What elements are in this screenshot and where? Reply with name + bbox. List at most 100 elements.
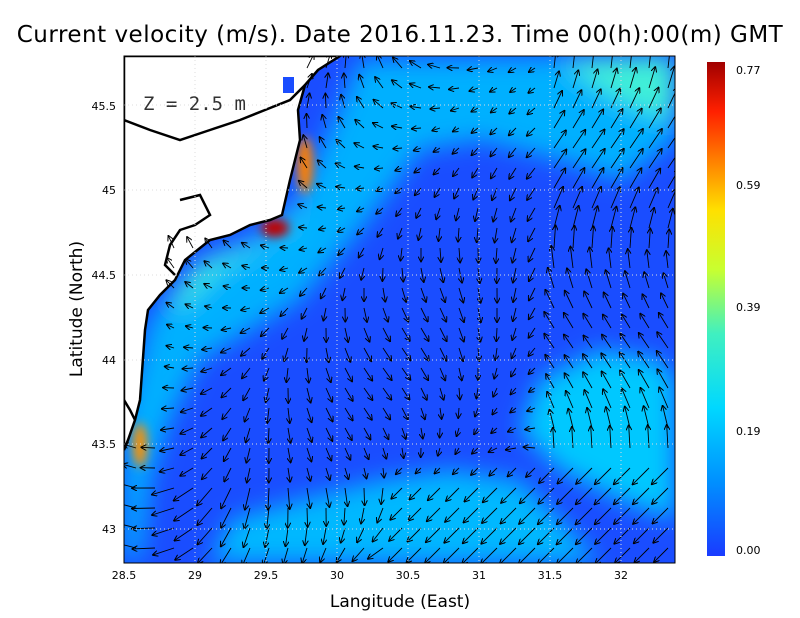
land-marker	[283, 77, 294, 93]
current-arrow	[456, 207, 459, 220]
current-arrow	[267, 407, 269, 423]
colorbar-tick-label: 0.39	[736, 301, 761, 314]
current-arrow	[241, 308, 251, 310]
current-arrow	[558, 467, 574, 484]
current-arrow	[201, 387, 213, 394]
current-arrow	[299, 181, 308, 189]
current-arrow	[652, 487, 669, 504]
y-axis: 45.5 45 44.5 44 43.5 43	[92, 100, 117, 536]
current-arrow	[609, 248, 611, 269]
current-arrow	[359, 247, 365, 257]
current-arrow	[435, 467, 441, 473]
current-arrow	[373, 527, 384, 542]
current-arrow	[345, 487, 348, 506]
current-arrow	[300, 287, 308, 296]
current-arrow	[357, 208, 365, 211]
x-tick-label: 29.5	[254, 569, 279, 582]
current-arrow	[610, 129, 624, 149]
current-arrow	[468, 68, 479, 70]
current-arrow	[520, 487, 536, 503]
current-arrow	[198, 547, 213, 563]
y-axis-label: Latitude (North)	[67, 241, 87, 377]
current-arrow	[629, 68, 636, 89]
current-arrow	[283, 547, 289, 563]
current-arrow	[519, 527, 536, 544]
current-arrow	[421, 427, 423, 438]
current-arrow	[245, 407, 251, 422]
current-arrow	[377, 507, 384, 522]
current-arrow	[340, 267, 346, 278]
current-arrow	[446, 487, 460, 501]
current-arrow	[667, 209, 673, 229]
current-arrow	[426, 527, 441, 542]
current-arrow	[629, 88, 639, 109]
y-tick-label: 45.5	[92, 100, 117, 113]
current-arrow	[377, 227, 384, 237]
current-arrow	[576, 507, 593, 524]
current-arrow	[325, 94, 326, 109]
current-arrow	[175, 527, 194, 541]
current-arrow	[338, 247, 346, 255]
current-arrow	[622, 389, 631, 409]
current-arrow	[439, 307, 446, 322]
current-arrow	[337, 547, 346, 562]
current-arrow	[666, 251, 668, 269]
current-arrow	[511, 367, 517, 376]
current-arrow	[373, 146, 384, 148]
current-arrow	[454, 187, 460, 198]
current-arrow	[382, 327, 390, 341]
east-current-band	[520, 350, 675, 520]
current-arrow	[453, 167, 460, 176]
current-arrow	[298, 204, 308, 208]
current-arrow	[402, 427, 406, 439]
current-arrow	[565, 355, 574, 369]
current-arrow	[595, 527, 612, 544]
current-arrow	[629, 109, 642, 129]
current-arrow	[576, 527, 593, 544]
current-arrow	[160, 467, 175, 472]
current-arrow	[338, 208, 346, 209]
current-arrow	[221, 547, 232, 563]
current-arrow	[512, 247, 516, 263]
current-arrow	[583, 372, 593, 389]
current-arrow	[508, 467, 517, 476]
current-arrow	[478, 327, 480, 342]
current-arrow	[382, 367, 392, 380]
current-arrow	[181, 407, 194, 412]
current-arrow	[610, 207, 616, 229]
current-arrow	[493, 387, 497, 397]
current-arrow	[363, 347, 371, 361]
current-arrow	[664, 273, 669, 289]
current-arrow	[202, 348, 213, 350]
current-arrow	[511, 207, 517, 222]
current-arrow	[528, 107, 536, 114]
current-arrow	[341, 95, 346, 109]
current-arrow	[496, 247, 497, 263]
current-arrow	[491, 428, 498, 433]
current-arrow	[573, 226, 575, 249]
current-arrow	[622, 315, 631, 329]
current-arrow	[509, 107, 517, 114]
current-arrow	[198, 527, 213, 544]
current-arrow	[509, 167, 517, 179]
current-arrow	[610, 149, 624, 169]
current-arrow	[184, 347, 194, 348]
current-arrow	[224, 447, 232, 461]
current-arrow	[595, 487, 612, 504]
x-tick-label: 31	[472, 569, 486, 582]
current-arrow	[524, 447, 536, 448]
current-arrow	[410, 487, 422, 499]
current-arrow	[459, 247, 460, 262]
current-arrow	[396, 207, 403, 216]
current-arrow	[512, 227, 517, 242]
current-arrow	[453, 147, 460, 154]
current-arrow	[425, 547, 441, 563]
current-arrow	[667, 108, 675, 129]
current-arrow	[286, 527, 289, 546]
current-arrow	[432, 128, 441, 131]
current-arrow	[241, 347, 251, 356]
current-arrow	[629, 149, 643, 169]
current-arrow	[495, 347, 497, 360]
current-arrow	[445, 507, 460, 522]
